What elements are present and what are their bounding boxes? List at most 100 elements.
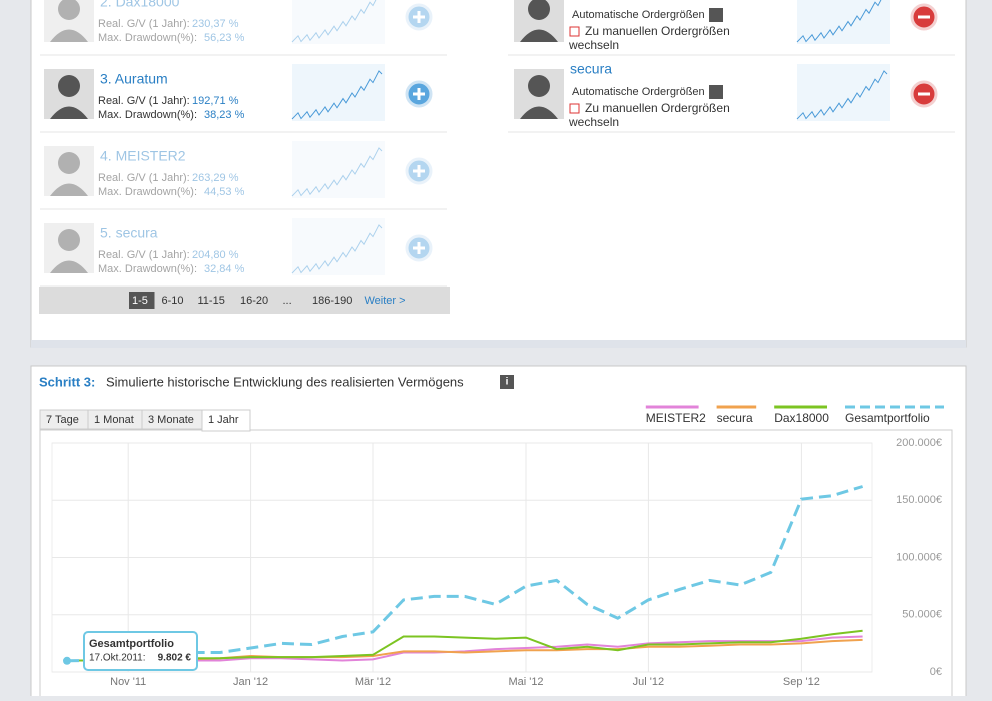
avatar-body [50,260,88,273]
manual-link[interactable]: wechseln [568,115,619,129]
sparkline-bg [797,0,890,44]
add-button[interactable] [405,234,433,262]
legend-label[interactable]: Gesamtportfolio [845,411,930,425]
info-icon[interactable] [500,375,514,389]
avatar-body [520,29,558,42]
series-line [67,635,863,662]
tooltip-box [83,631,198,671]
trader-name[interactable]: 4. MEISTER2 [100,148,186,164]
sparkline-bg [292,141,385,198]
trader-row: 5. secura Real. G/V (1 Jahr): 204,80 % Max.… [44,218,433,275]
sparkline [291,70,383,120]
tooltip-date: 17.Okt.2011: [89,653,146,664]
step-label: Schritt 3: [39,374,95,389]
avatar [44,146,94,196]
avatar-body [50,29,88,42]
page-link[interactable]: ... [283,295,292,307]
avatar [44,223,94,273]
range-tab-label: 3 Monate [148,414,194,426]
sparkline [796,70,888,120]
link-icon [569,26,580,37]
legend-label[interactable]: secura [717,411,753,425]
range-tab[interactable] [201,409,251,432]
x-tick-label: Mai '12 [508,676,543,688]
avatar [44,0,94,42]
range-tab-label: 1 Monat [94,414,134,426]
x-tick-label: Jan '12 [233,676,268,688]
y-tick-label: 100.000€ [896,551,942,563]
sparkline-bg [292,0,385,44]
info-icon[interactable] [709,8,723,22]
add-button[interactable] [405,3,433,31]
legend-label[interactable]: MEISTER2 [646,411,706,425]
gv-label: Real. G/V (1 Jahr): [98,18,190,30]
manual-link[interactable]: Zu manuellen Ordergrößen [585,101,730,115]
series-line [67,629,863,662]
panel-shadow [31,340,966,348]
pagination-bar [39,287,450,314]
gv-value: 192,71 % [192,95,239,107]
add-plus [413,165,425,177]
page-link[interactable]: 16-20 [240,295,268,307]
sparkline [291,147,383,197]
add-button[interactable] [405,157,433,185]
gv-value: 230,37 % [192,18,239,30]
sparkline [796,0,882,43]
trader-name[interactable]: 2. Dax18000 [100,0,180,10]
manual-link[interactable]: wechseln [568,38,619,52]
dd-label: Max. Drawdown(%): [98,32,197,44]
trader-row: 4. MEISTER2 Real. G/V (1 Jahr): 263,29 % Ma… [44,141,433,198]
avatar-body [520,106,558,119]
tooltip-point [63,656,71,665]
trader-name[interactable]: secura [570,61,612,77]
tooltip-title: Gesamtportfolio [89,638,174,650]
gv-label: Real. G/V (1 Jahr): [98,95,190,107]
trader-row: 2. Dax18000 Real. G/V (1 Jahr): 230,37 % Ma… [44,0,433,44]
avatar-body [50,106,88,119]
info-i: i [506,377,509,388]
trader-name[interactable]: 5. secura [100,225,158,241]
avatar-head [58,75,80,97]
sparkline-bg [292,218,385,275]
dd-label: Max. Drawdown(%): [98,109,197,121]
tooltip-value: 9.802 € [158,653,192,664]
trader-row: 3. Auratum Real. G/V (1 Jahr): 192,71 % Max… [44,64,433,121]
add-plus [413,88,425,100]
y-tick-label: 150.000€ [896,494,942,506]
avatar-head [58,0,80,20]
link-icon [569,103,580,114]
step-title: Simulierte historische Entwicklung des r… [106,374,464,389]
dd-label: Max. Drawdown(%): [98,186,197,198]
x-tick-label: Mär '12 [355,676,391,688]
auto-label: Automatische Ordergrößen [572,9,705,21]
gv-label: Real. G/V (1 Jahr): [98,172,190,184]
range-tab-label: 1 Jahr [208,414,239,426]
page-link[interactable]: 6-10 [162,295,184,307]
page-link[interactable]: 11-15 [198,295,225,307]
y-tick-label: 200.000€ [896,437,942,449]
avatar-head [58,152,80,174]
legend-label[interactable]: Dax18000 [774,411,829,425]
gv-value: 263,29 % [192,172,239,184]
dd-value: 44,53 % [204,186,245,198]
page-link[interactable]: 1-5 [132,295,148,307]
dd-value: 56,23 % [204,32,245,44]
page-link[interactable]: 186-190 [312,295,352,307]
info-icon[interactable] [709,85,723,99]
x-tick-label: Nov '11 [110,676,146,688]
trader-name[interactable]: 3. Auratum [100,71,168,87]
avatar-head [528,0,550,20]
gv-value: 204,80 % [192,249,239,261]
dd-value: 38,23 % [204,109,245,121]
sparkline [291,224,383,274]
sparkline-bg [797,64,890,121]
dd-label: Max. Drawdown(%): [98,263,197,275]
x-tick-label: Sep '12 [783,676,820,688]
y-tick-label: 0€ [930,666,942,678]
next-link[interactable]: Weiter > [365,295,406,307]
manual-link[interactable]: Zu manuellen Ordergrößen [585,24,730,38]
gv-label: Real. G/V (1 Jahr): [98,249,190,261]
